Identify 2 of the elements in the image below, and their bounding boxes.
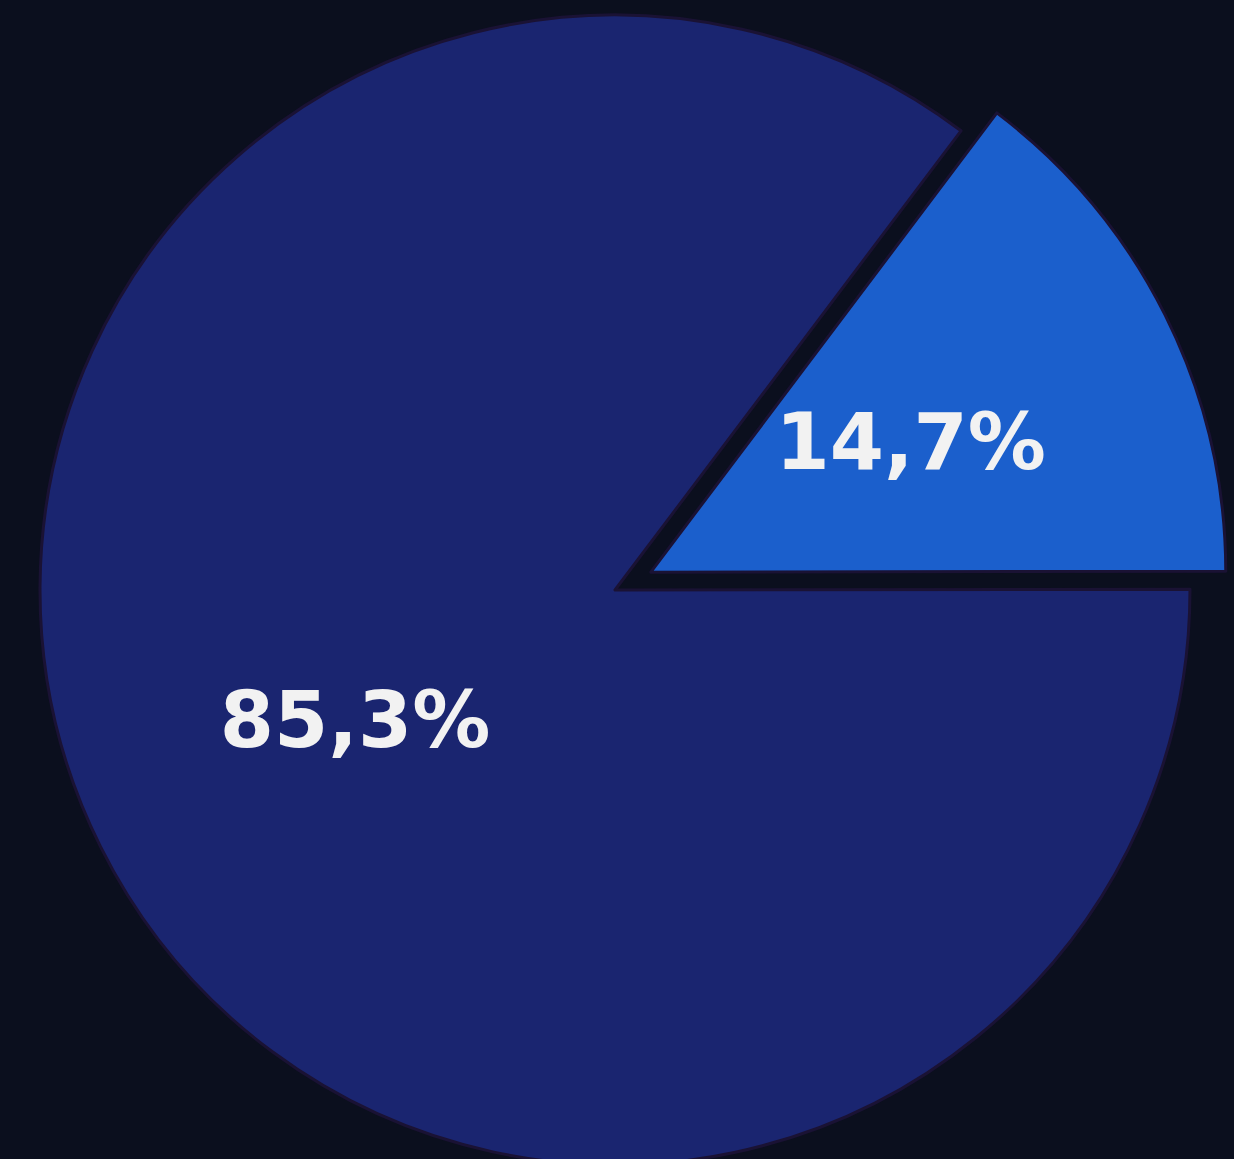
data-label: 14,7%	[775, 397, 1046, 488]
data-label: 85,3%	[219, 674, 491, 765]
